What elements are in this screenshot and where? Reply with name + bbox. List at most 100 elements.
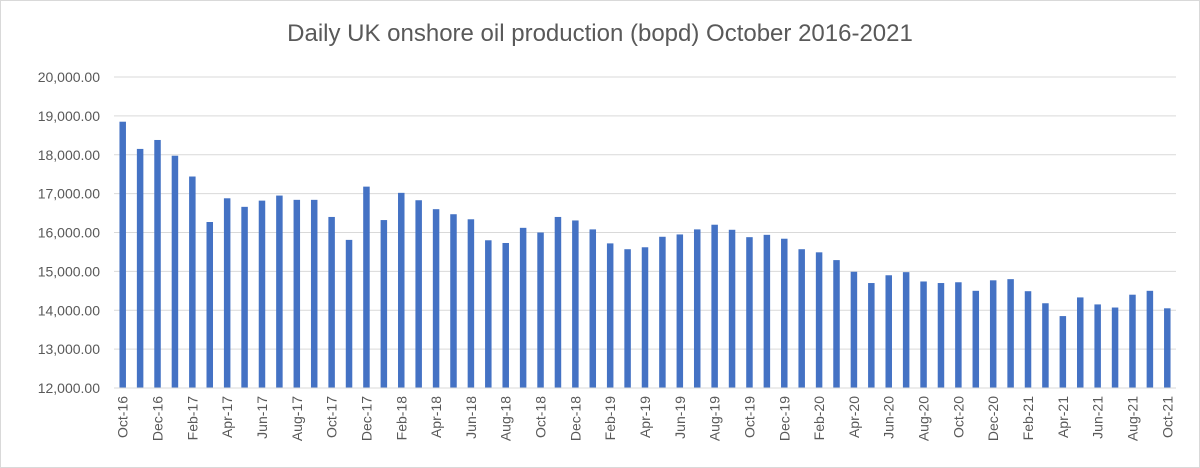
x-tick-label: Dec-18 — [567, 396, 583, 441]
y-tick-label: 13,000.00 — [38, 341, 100, 357]
x-tick-label: Jun-21 — [1090, 396, 1106, 439]
bar-Dec-18 — [572, 220, 579, 388]
bar-Oct-19 — [746, 237, 753, 388]
bar-Sep-21 — [1146, 290, 1154, 388]
bar-Aug-20 — [920, 281, 927, 388]
x-tick-label: Aug-17 — [289, 396, 305, 441]
bar-Mar-20 — [833, 260, 840, 388]
x-tick-label: Dec-19 — [776, 396, 792, 441]
bar-May-17 — [241, 206, 248, 388]
y-tick-label: 20,000.00 — [38, 69, 100, 85]
bar-Nov-18 — [554, 216, 562, 388]
bar-Apr-20 — [850, 271, 858, 388]
bar-Apr-21 — [1059, 316, 1067, 388]
bar-Mar-19 — [624, 249, 631, 388]
y-tick-label: 16,000.00 — [38, 225, 100, 241]
bar-Aug-18 — [502, 242, 509, 388]
x-tick-label: Jun-17 — [254, 396, 270, 439]
x-tick-label: Oct-17 — [324, 396, 340, 438]
bar-Jun-21 — [1094, 304, 1101, 388]
x-tick-label: Oct-21 — [1159, 396, 1175, 438]
bar-Feb-18 — [398, 192, 405, 388]
bar-Mar-17 — [206, 222, 214, 388]
y-tick-label: 18,000.00 — [38, 147, 100, 163]
bar-Nov-19 — [763, 234, 771, 388]
bar-Sep-17 — [310, 199, 318, 388]
bar-Oct-16 — [119, 121, 126, 389]
x-tick-label: Oct-20 — [950, 396, 966, 438]
bar-Sep-20 — [937, 283, 945, 388]
bar-Aug-19 — [711, 224, 718, 388]
bar-Jul-21 — [1111, 307, 1119, 388]
bar-Dec-16 — [154, 139, 161, 388]
bar-Oct-18 — [537, 232, 544, 388]
x-tick-label: Aug-18 — [498, 396, 514, 441]
x-tick-label: Aug-21 — [1124, 396, 1140, 441]
bar-Sep-18 — [519, 227, 527, 388]
bar-Oct-20 — [955, 282, 962, 388]
bar-Aug-21 — [1129, 294, 1136, 388]
x-tick-label: Apr-17 — [219, 396, 235, 438]
x-tick-label: Apr-20 — [846, 396, 862, 438]
bar-Dec-19 — [781, 238, 788, 388]
y-tick-label: 12,000.00 — [38, 380, 100, 396]
bar-Sep-19 — [728, 229, 736, 388]
bar-Mar-18 — [415, 200, 422, 388]
bar-May-18 — [450, 214, 457, 388]
bar-Jan-20 — [798, 249, 805, 388]
bar-Feb-21 — [1024, 291, 1032, 388]
x-tick-label: Feb-19 — [602, 396, 618, 441]
x-tick-label: Feb-18 — [393, 396, 409, 441]
x-tick-label: Apr-19 — [637, 396, 653, 438]
bar-Apr-18 — [432, 209, 440, 388]
x-tick-label: Dec-17 — [358, 396, 374, 441]
x-tick-label: Jun-19 — [672, 396, 688, 439]
bar-Apr-19 — [641, 247, 649, 388]
bar-Jan-18 — [380, 220, 388, 388]
x-tick-label: Dec-20 — [985, 396, 1001, 441]
bar-Jun-20 — [885, 275, 892, 388]
bar-Apr-17 — [223, 198, 231, 388]
bar-Nov-20 — [972, 290, 980, 388]
y-tick-label: 15,000.00 — [38, 263, 100, 279]
bar-Jul-20 — [902, 272, 910, 388]
bar-Jul-19 — [693, 229, 701, 388]
bar-Jan-19 — [589, 229, 597, 388]
x-tick-label: Feb-20 — [811, 396, 827, 441]
bar-Nov-16 — [136, 148, 144, 388]
bar-Jun-17 — [258, 200, 266, 388]
x-tick-label: Feb-21 — [1020, 396, 1036, 441]
y-tick-label: 17,000.00 — [38, 186, 100, 202]
bar-Jul-17 — [276, 195, 283, 388]
x-tick-label: Oct-19 — [741, 396, 757, 438]
bar-May-21 — [1076, 297, 1084, 388]
bar-Dec-20 — [989, 280, 997, 388]
bar-Oct-21 — [1164, 308, 1171, 388]
bar-Nov-17 — [345, 239, 353, 388]
bar-Feb-17 — [189, 176, 196, 388]
x-tick-label: Apr-18 — [428, 396, 444, 438]
y-tick-label: 19,000.00 — [38, 108, 100, 124]
bar-Jan-21 — [1007, 279, 1014, 388]
x-tick-label: Aug-20 — [916, 396, 932, 441]
bar-Aug-17 — [293, 199, 301, 388]
x-tick-label: Aug-19 — [707, 396, 723, 441]
x-tick-label: Feb-17 — [184, 396, 200, 441]
bar-May-19 — [659, 236, 666, 388]
bar-Feb-19 — [606, 243, 614, 388]
bar-May-20 — [868, 283, 875, 388]
bar-Dec-17 — [363, 186, 370, 388]
bar-Oct-17 — [328, 216, 335, 388]
bar-Jan-17 — [171, 155, 179, 388]
x-tick-label: Jun-20 — [881, 396, 897, 439]
bar-Feb-20 — [815, 252, 823, 388]
bar-Jun-19 — [676, 234, 684, 388]
bar-Jul-18 — [485, 240, 492, 388]
x-tick-label: Jun-18 — [463, 396, 479, 439]
x-tick-label: Apr-21 — [1055, 396, 1071, 438]
chart-title: Daily UK onshore oil production (bopd) O… — [287, 20, 913, 47]
y-tick-label: 14,000.00 — [38, 302, 100, 318]
bar-Mar-21 — [1042, 303, 1049, 388]
bar-Jun-18 — [467, 219, 475, 388]
